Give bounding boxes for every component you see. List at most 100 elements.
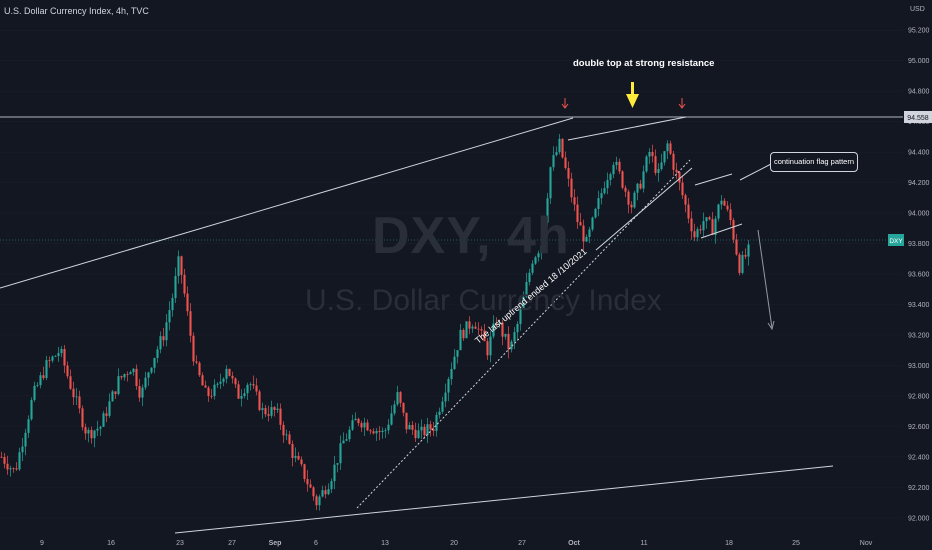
candle-body: [714, 218, 717, 235]
price-tick-label: 92.400: [908, 454, 930, 461]
candle-body: [270, 407, 273, 416]
price-axis[interactable]: 95.20095.00094.80094.60094.40094.20094.0…: [908, 28, 930, 523]
candle-body: [537, 253, 540, 258]
candle-body: [300, 459, 303, 465]
candle-body: [78, 396, 81, 409]
chart-title: U.S. Dollar Currency Index, 4h, TVC: [4, 6, 149, 16]
candle-body: [741, 255, 744, 273]
candle-body: [564, 157, 567, 169]
candle-body: [693, 231, 696, 238]
candle-body: [489, 336, 492, 356]
candle-body: [432, 429, 435, 431]
candle-body: [306, 479, 309, 485]
candle-body: [420, 426, 423, 431]
candle-body: [291, 443, 294, 458]
candle-body: [477, 328, 480, 330]
candle-body: [117, 376, 120, 395]
candle-body: [672, 153, 675, 170]
upper-channel-line[interactable]: [0, 117, 574, 289]
candle-body: [696, 229, 699, 238]
candle-body: [108, 401, 111, 416]
candle-body: [636, 183, 639, 193]
flag-lower-line[interactable]: [700, 223, 743, 239]
candle-body: [180, 256, 183, 275]
red-arrow-left-icon: [561, 98, 569, 109]
candle-body: [363, 422, 366, 428]
candle-body: [174, 276, 177, 299]
candle-body: [348, 429, 351, 440]
candle-body: [72, 388, 75, 398]
candle-body: [483, 330, 486, 342]
candle-body: [156, 349, 159, 358]
candle-body: [369, 430, 372, 432]
candle-body: [456, 350, 459, 357]
candle-body: [240, 395, 243, 399]
price-tick-label: 93.000: [908, 363, 930, 370]
uptrend-line[interactable]: [356, 159, 691, 509]
time-tick-label: 9: [40, 540, 44, 547]
double-top-line[interactable]: [567, 116, 687, 141]
price-tick-label: 93.600: [908, 272, 930, 279]
candle-body: [501, 322, 504, 337]
candle-body: [333, 464, 336, 482]
candle-body: [75, 396, 78, 398]
candle-body: [114, 391, 117, 395]
candle-body: [630, 204, 633, 208]
candle-body: [573, 197, 576, 205]
candle-body: [450, 369, 453, 380]
candle-body: [393, 404, 396, 414]
flag-upper-line[interactable]: [694, 173, 733, 186]
candle-body: [426, 424, 429, 436]
candle-body: [585, 236, 588, 242]
candle-body: [705, 217, 708, 222]
candle-body: [744, 255, 747, 257]
double-top-annotation[interactable]: double top at strong resistance: [573, 58, 715, 69]
candle-body: [351, 420, 354, 430]
candle-body: [321, 490, 324, 497]
candle-body: [486, 341, 489, 356]
candle-body: [339, 443, 342, 464]
resistance-price-label: 94.558: [907, 115, 929, 122]
candle-body: [390, 413, 393, 425]
time-tick-label: 11: [640, 540, 647, 547]
candle-body: [582, 225, 585, 242]
candle-body: [198, 362, 201, 376]
candle-body: [111, 391, 114, 402]
candle-body: [546, 198, 549, 223]
candle-body: [624, 187, 627, 192]
candle-body: [567, 168, 570, 179]
time-tick-label: Oct: [568, 540, 580, 547]
candle-body: [297, 455, 300, 460]
projection-arrow[interactable]: [757, 229, 773, 329]
candle-body: [327, 489, 330, 495]
candle-body: [303, 464, 306, 480]
candle-body: [405, 412, 408, 430]
time-tick-label: Sep: [269, 540, 282, 547]
candle-body: [153, 357, 156, 368]
rising-support-line[interactable]: [595, 167, 693, 251]
candle-body: [651, 151, 654, 157]
time-axis[interactable]: 9 16 23 27 Sep 6 13 20 27 Oct 11 18 25 Nov: [40, 540, 873, 547]
lower-channel-line[interactable]: [174, 465, 834, 534]
candle-body: [99, 426, 102, 429]
candle-body: [63, 349, 66, 366]
candle-body: [96, 428, 99, 431]
candle-body: [15, 468, 18, 470]
candle-body: [0, 456, 3, 458]
candle-body: [576, 204, 579, 223]
candle-body: [468, 321, 471, 329]
candle-body: [654, 156, 657, 173]
candle-body: [555, 152, 558, 156]
candle-body: [36, 385, 39, 386]
candle-body: [429, 424, 432, 430]
candle-body: [276, 408, 279, 410]
candle-body: [435, 414, 438, 431]
flag-pattern-callout[interactable]: continuation flag pattern: [770, 152, 858, 172]
candle-body: [402, 402, 405, 413]
price-tick-label: 95.000: [908, 58, 930, 65]
last-price-label: DXY: [889, 238, 903, 245]
candle-body: [132, 368, 135, 373]
candle-body: [246, 384, 249, 394]
time-tick-label: 25: [792, 540, 800, 547]
